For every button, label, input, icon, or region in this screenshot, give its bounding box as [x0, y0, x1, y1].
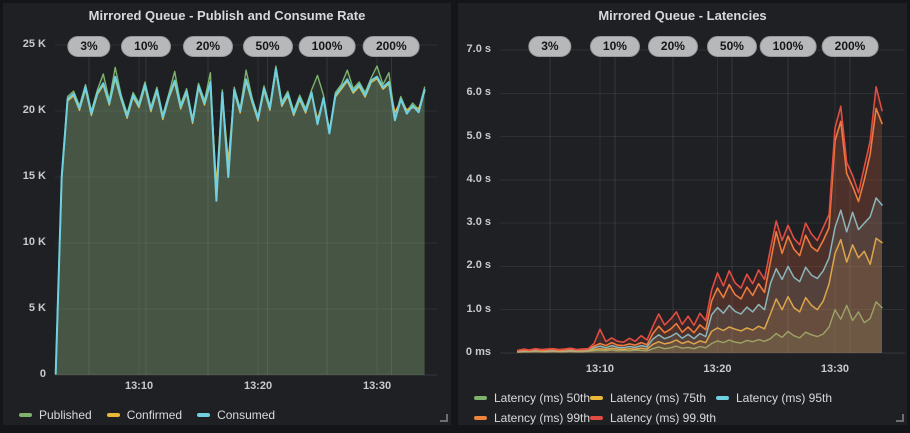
annotation-pill-200pct[interactable]: 200% [362, 36, 420, 57]
panel-title-latencies[interactable]: Mirrored Queue - Latencies [598, 8, 767, 23]
y-axis-tick-label: 7.0 s [466, 43, 491, 55]
y-axis-tick-label: 5 K [28, 302, 46, 314]
annotation-pill-3pct[interactable]: 3% [528, 36, 572, 57]
y-axis-tick-label: 4.0 s [466, 172, 491, 185]
annotation-pill-50pct[interactable]: 50% [242, 36, 293, 57]
annotation-pill-20pct[interactable]: 20% [647, 36, 698, 57]
series-line [516, 86, 883, 352]
annotation-pill-20pct[interactable]: 20% [183, 36, 234, 57]
x-axis-tick-label: 13:30 [820, 363, 850, 375]
x-axis-tick-label: 13:30 [362, 380, 392, 392]
legend-item[interactable]: Latency (ms) 99th [474, 409, 590, 426]
legend-series-label: Latency (ms) 75th [610, 390, 707, 405]
latency-chart-legend: Latency (ms) 50th Latency (ms) 75th Latenc… [474, 389, 901, 426]
legend-series-label: Latency (ms) 99th [494, 410, 591, 425]
panel-resize-handle[interactable] [896, 414, 904, 422]
series-area [517, 301, 882, 353]
x-axis-tick-label: 13:20 [703, 363, 732, 375]
latency-chart-canvas[interactable] [458, 3, 907, 425]
legend-series-label: Latency (ms) 99.9th [610, 410, 717, 425]
series-line [54, 67, 426, 375]
y-axis-tick-label: 15 K [22, 170, 46, 182]
legend-item[interactable]: Published [19, 406, 92, 423]
series-area [517, 86, 882, 354]
y-axis-tick-label: 20 K [22, 104, 46, 116]
series-area [517, 108, 882, 354]
legend-series-swatch [474, 415, 487, 420]
x-axis-tick-label: 13:10 [585, 363, 615, 375]
legend-series-label: Confirmed [126, 407, 183, 422]
panel-title-rate[interactable]: Mirrored Queue - Publish and Consume Rat… [88, 8, 366, 23]
series-area [55, 68, 425, 376]
legend-series-label: Published [39, 407, 92, 422]
series-area [55, 70, 425, 375]
x-axis-tick-label: 13:10 [124, 380, 154, 392]
legend-item[interactable]: Consumed [197, 406, 275, 423]
legend-series-swatch [716, 395, 729, 400]
x-axis-tick-label: 13:20 [243, 380, 273, 392]
legend-series-swatch [197, 412, 211, 417]
legend-item[interactable]: Latency (ms) 95th [716, 389, 866, 406]
legend-series-swatch [590, 415, 603, 420]
y-axis-tick-label: 0 [39, 368, 46, 380]
y-axis-tick-label: 2.0 s [466, 259, 491, 272]
annotation-pill-200pct[interactable]: 200% [821, 36, 879, 57]
legend-series-label: Latency (ms) 50th [494, 390, 591, 405]
annotation-pill-100pct[interactable]: 100% [759, 36, 817, 57]
y-axis-tick-label: 6.0 s [466, 86, 491, 99]
y-axis-tick-label: 0 ms [465, 346, 491, 358]
rate-chart-canvas[interactable] [3, 3, 451, 425]
panel-latencies: Mirrored Queue - Latencies 0 ms 1.0 s 2.0 … [458, 3, 907, 425]
annotation-pill-100pct[interactable]: 100% [298, 36, 356, 57]
y-axis-tick-label: 5.0 s [466, 129, 491, 142]
legend-series-label: Latency (ms) 95th [736, 390, 833, 405]
annotation-pill-10pct[interactable]: 10% [121, 36, 172, 57]
annotation-pill-10pct[interactable]: 10% [589, 36, 640, 57]
legend-series-swatch [590, 395, 603, 400]
legend-series-swatch [19, 412, 32, 417]
legend-item[interactable]: Confirmed [106, 406, 183, 423]
annotation-pill-3pct[interactable]: 3% [67, 36, 111, 57]
legend-item[interactable]: Latency (ms) 99.9th [590, 409, 716, 426]
legend-series-swatch [106, 412, 120, 417]
y-axis-tick-label: 25 K [22, 38, 46, 50]
panel-publish-consume-rate: Mirrored Queue - Publish and Consume Rat… [3, 3, 451, 425]
annotation-pill-50pct[interactable]: 50% [706, 36, 757, 57]
rate-chart-legend: Published Confirmed Consumed [19, 406, 275, 423]
legend-item[interactable]: Latency (ms) 50th [474, 389, 590, 406]
y-axis-tick-label: 3.0 s [466, 216, 491, 229]
panel-resize-handle[interactable] [440, 414, 448, 422]
series-area [517, 238, 882, 353]
series-area [55, 66, 425, 375]
y-axis-tick-label: 10 K [22, 236, 46, 248]
series-area [517, 198, 882, 353]
legend-series-label: Consumed [217, 407, 276, 422]
legend-item[interactable]: Latency (ms) 75th [590, 389, 716, 406]
legend-series-swatch [474, 395, 487, 400]
y-axis-tick-label: 1.0 s [466, 302, 491, 315]
